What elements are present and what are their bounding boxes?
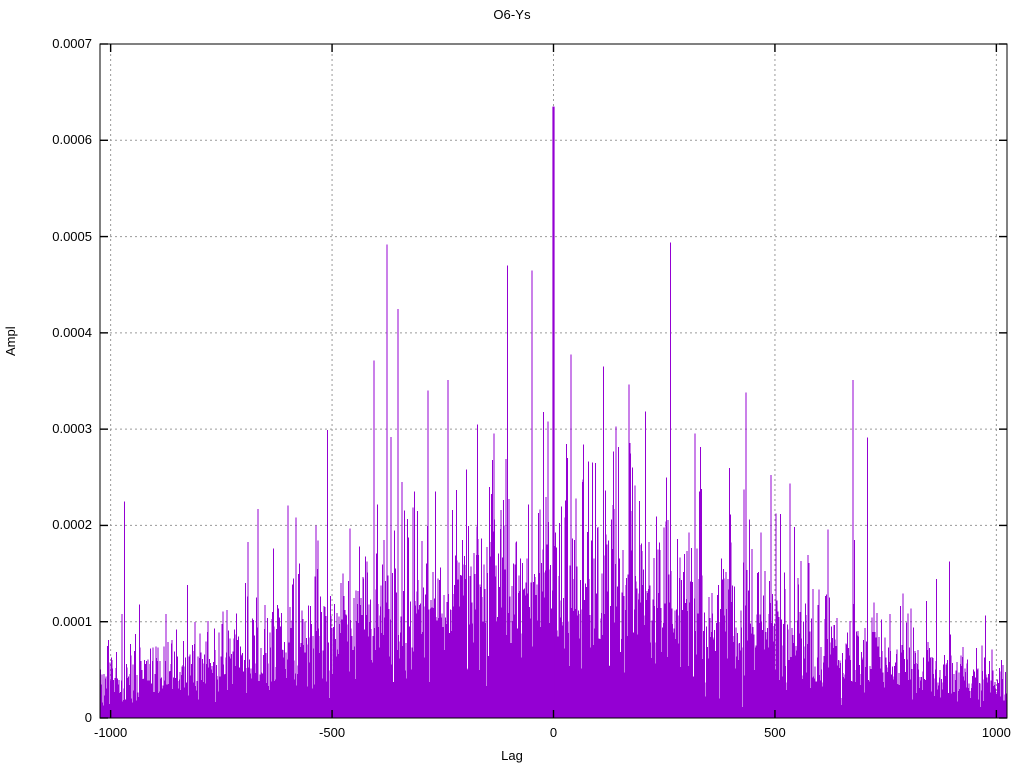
y-tick-label: 0.0001 xyxy=(52,613,92,629)
y-tick-label: 0.0005 xyxy=(52,228,92,244)
x-tick-label: 0 xyxy=(549,725,558,740)
x-tick-label: -500 xyxy=(319,725,346,740)
y-tick-label: 0.0006 xyxy=(52,132,92,148)
y-tick-label: 0.0002 xyxy=(52,517,92,533)
y-tick-label: 0 xyxy=(84,710,92,725)
x-axis-label: Lag xyxy=(501,748,523,763)
y-tick-label: 0.0007 xyxy=(52,36,92,51)
axis-ticks xyxy=(100,43,1007,719)
x-tick-label: -1000 xyxy=(94,725,128,740)
x-tick-label: 1000 xyxy=(981,725,1011,740)
y-tick-label: 0.0004 xyxy=(52,324,92,340)
y-tick-label: 0.0003 xyxy=(52,421,92,437)
chart-title: O6-Ys xyxy=(493,7,531,22)
x-tick-label: 500 xyxy=(764,725,786,740)
